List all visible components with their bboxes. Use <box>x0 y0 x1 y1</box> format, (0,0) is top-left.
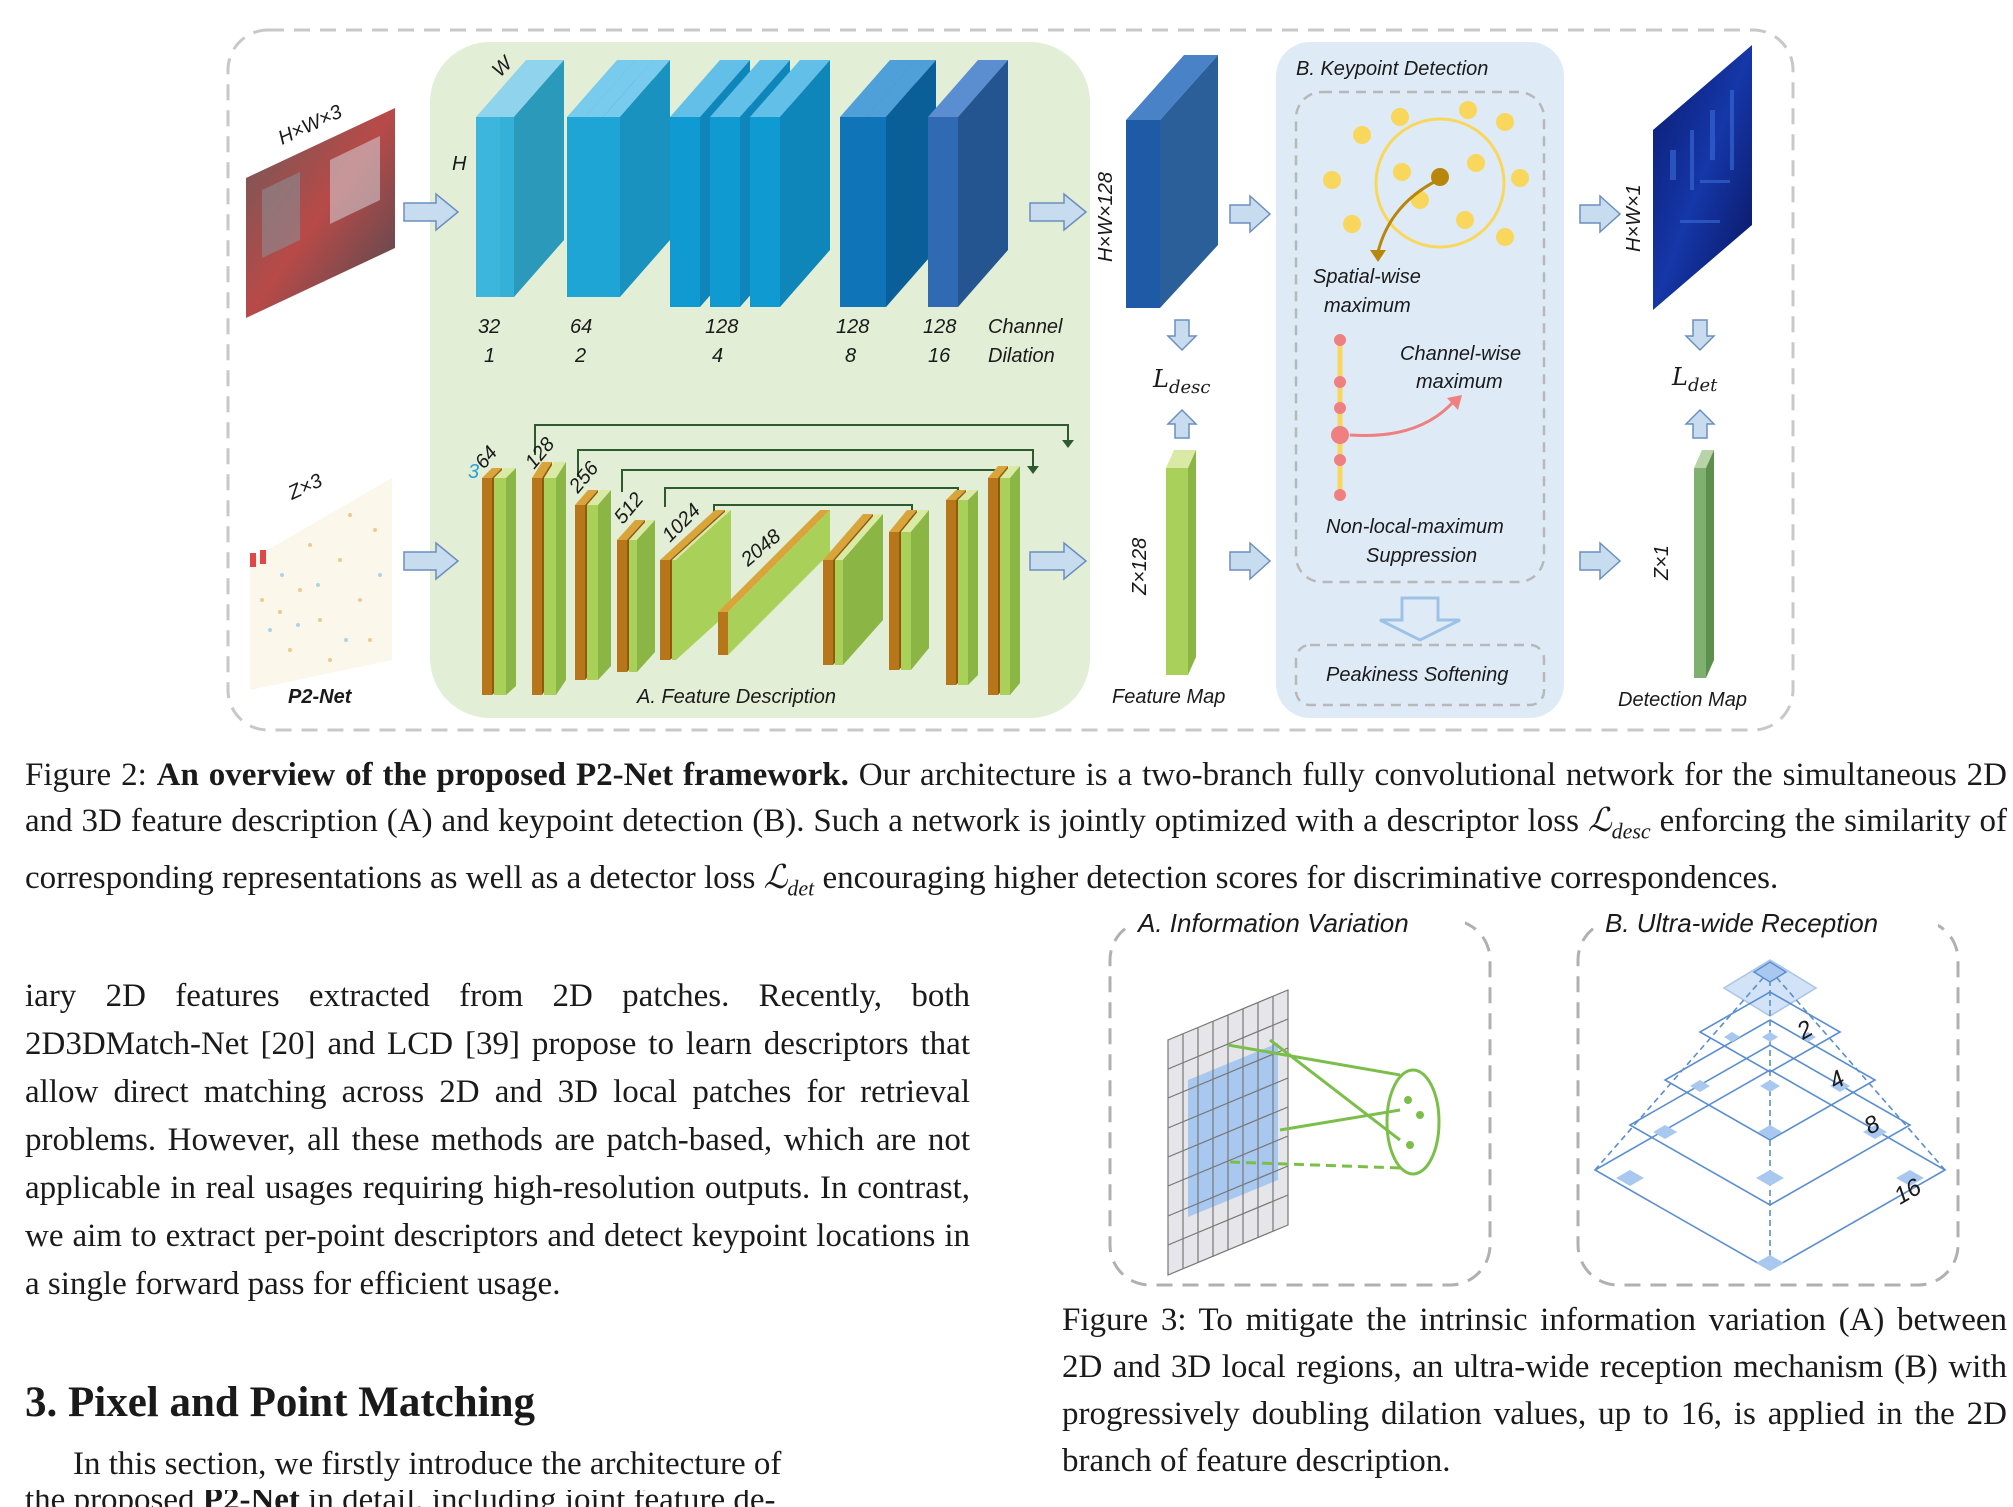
caption-text: encouraging higher detection scores for … <box>814 859 1779 896</box>
channel-max-illustration <box>1331 334 1462 501</box>
fm-2d-dims-label: H×W×128 <box>1095 172 1117 262</box>
dilation-label: 2 <box>574 345 586 367</box>
body-paragraph-cutoff: the proposed P2-Net in detail, including… <box>25 1490 970 1507</box>
section-heading: 3. Pixel and Point Matching <box>25 1379 536 1426</box>
channel-word: Channel <box>988 316 1063 338</box>
2d-grid <box>1167 989 1289 1276</box>
dilation-label: 8 <box>845 345 856 367</box>
keypoint-detection-panel <box>1276 42 1564 718</box>
channel-label: 64 <box>570 316 592 338</box>
figure3-diagram: A. Information Variation B. Ultra-wide R… <box>1108 906 1960 1287</box>
loss-desc-label: Ldesc <box>1152 365 1210 398</box>
panel-b-title: B. Ultra-wide Reception <box>1605 908 1878 938</box>
3d-branch-blocks <box>482 462 1020 695</box>
body-paragraph: iary 2D features extracted from 2D patch… <box>25 978 970 1302</box>
loss-det-label: Ldet <box>1671 363 1718 396</box>
figure3-caption: Figure 3: To mitigate the intrinsic info… <box>1062 1302 2007 1479</box>
softening-arrow <box>1379 596 1461 642</box>
reception-pyramid <box>1593 959 1947 1271</box>
2d-feature-map <box>1126 55 1218 308</box>
panel-a-frame <box>1108 918 1492 1287</box>
dilation-word: Dilation <box>988 345 1055 367</box>
dilation-label: 1 <box>484 345 495 367</box>
loss-desc-symbol: ℒdesc <box>1587 803 1651 844</box>
figure2-diagram: H×W×3 Z×3 <box>226 28 1795 732</box>
feature-map-label: Feature Map <box>1112 686 1225 708</box>
nms-label-1: Non-local-maximum <box>1326 516 1504 538</box>
feature-description-title: A. Feature Description <box>636 686 836 708</box>
keypoint-detection-title: B. Keypoint Detection <box>1296 58 1488 80</box>
spatial-max-illustration <box>1323 101 1529 262</box>
dim-h-label: H <box>452 153 467 175</box>
3d-feature-map <box>1166 450 1196 675</box>
2d-channel-labels: 32 64 128 128 128 Channel 1 2 4 8 16 Dil… <box>478 316 1063 367</box>
dilation-label: 4 <box>1825 1065 1850 1095</box>
spatial-max-label-2: maximum <box>1324 295 1411 317</box>
spatial-max-label-1: Spatial-wise <box>1313 266 1421 288</box>
3d-detection-map <box>1694 450 1714 678</box>
peakiness-label: Peakiness Softening <box>1326 664 1508 686</box>
caption-text: Our architecture is a two-branch fully c… <box>25 757 2008 839</box>
channel-label: 128 <box>923 316 956 338</box>
det-3d-dims-label: Z×1 <box>1651 545 1673 581</box>
channel-label: 128 <box>705 316 738 338</box>
net-name-label: P2-Net <box>288 686 353 708</box>
dilation-label: 2 <box>1792 1015 1818 1046</box>
channel-label: 3 <box>468 461 479 483</box>
body-paragraph: In this section, we firstly introduce th… <box>73 1446 782 1482</box>
flow-arrow <box>403 192 1716 581</box>
input-point-cloud <box>250 478 392 690</box>
figure2-frame <box>226 28 1795 732</box>
caption-bold: An overview of the proposed P2-Net frame… <box>156 757 849 793</box>
panel-b-frame <box>1576 918 1960 1287</box>
caption-prefix: Figure 2: <box>25 757 157 793</box>
channel-max-label-2: maximum <box>1416 371 1503 393</box>
dilation-label: 8 <box>1860 1110 1886 1140</box>
2d-branch-blocks <box>476 60 1008 307</box>
nms-label-2: Suppression <box>1366 545 1477 567</box>
det-2d-dims-label: H×W×1 <box>1623 184 1645 252</box>
panel-a-title: A. Information Variation <box>1136 908 1409 938</box>
caption-text: enforcing the similarity of correspondin… <box>25 803 2007 896</box>
dilation-label: 16 <box>928 345 951 367</box>
2d-detection-map <box>1653 45 1752 310</box>
channel-label: 32 <box>478 316 500 338</box>
detection-map-label: Detection Map <box>1618 689 1747 711</box>
figure2-caption: Figure 2: An overview of the proposed P2… <box>25 752 2007 911</box>
channel-max-label-1: Channel-wise <box>1400 343 1521 365</box>
loss-det-symbol: ℒdet <box>763 859 815 901</box>
fm-3d-dims-label: Z×128 <box>1129 538 1151 596</box>
dilation-label: 4 <box>712 345 723 367</box>
pc-dims-label: Z×3 <box>284 470 326 505</box>
3d-patch-cylinder <box>1227 1038 1441 1176</box>
channel-label: 128 <box>836 316 869 338</box>
